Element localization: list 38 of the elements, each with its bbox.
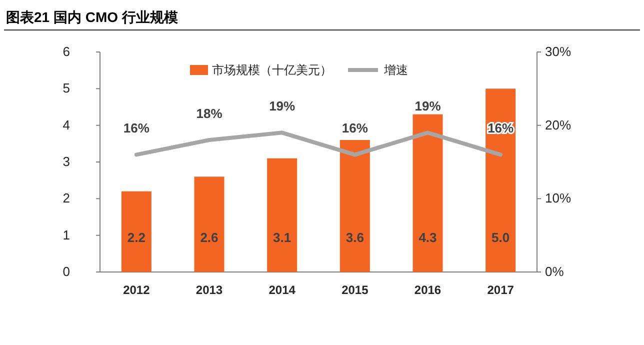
x-tick-label: 2017 (487, 283, 514, 297)
bar (486, 88, 516, 272)
x-tick-label: 2015 (342, 283, 369, 297)
data-label: 2.2 (127, 230, 146, 245)
bar (121, 191, 152, 272)
y-tick-label: 1 (62, 227, 70, 242)
data-label: 3.6 (346, 230, 364, 245)
y-tick-label: 3 (62, 154, 70, 169)
y2-tick-label: 10% (545, 190, 572, 206)
x-tick-label: 2012 (123, 283, 150, 297)
y-tick-label: 5 (62, 80, 70, 96)
y-tick-label: 0 (62, 264, 70, 279)
bar (340, 140, 370, 272)
y2-tick-label: 0% (545, 264, 564, 279)
y-tick-label: 6 (62, 44, 70, 59)
x-tick-label: 2016 (414, 283, 442, 297)
data-label: 18% (196, 106, 223, 121)
bar (267, 158, 298, 272)
bar (194, 176, 224, 272)
data-label: 16% (342, 120, 368, 136)
data-label: 16% (488, 120, 514, 136)
y-tick-label: 4 (62, 117, 70, 132)
x-tick-label: 2014 (268, 283, 296, 297)
data-label: 19% (414, 98, 442, 114)
data-label: 3.1 (273, 230, 292, 245)
x-tick-label: 2013 (196, 283, 223, 297)
y2-tick-label: 30% (545, 44, 572, 59)
chart-title: 图表21 国内 CMO 行业规模 (6, 9, 179, 25)
data-label: 16% (123, 120, 150, 136)
y-tick-label: 2 (62, 190, 70, 206)
legend-label: 市场规模（十亿美元） (212, 63, 332, 77)
y2-tick-label: 20% (545, 117, 572, 132)
data-label: 5.0 (492, 230, 510, 245)
data-label: 2.6 (200, 230, 218, 245)
bar (412, 114, 443, 272)
data-label: 19% (269, 98, 296, 114)
data-label: 4.3 (418, 230, 437, 245)
legend-label: 增速 (383, 63, 408, 77)
